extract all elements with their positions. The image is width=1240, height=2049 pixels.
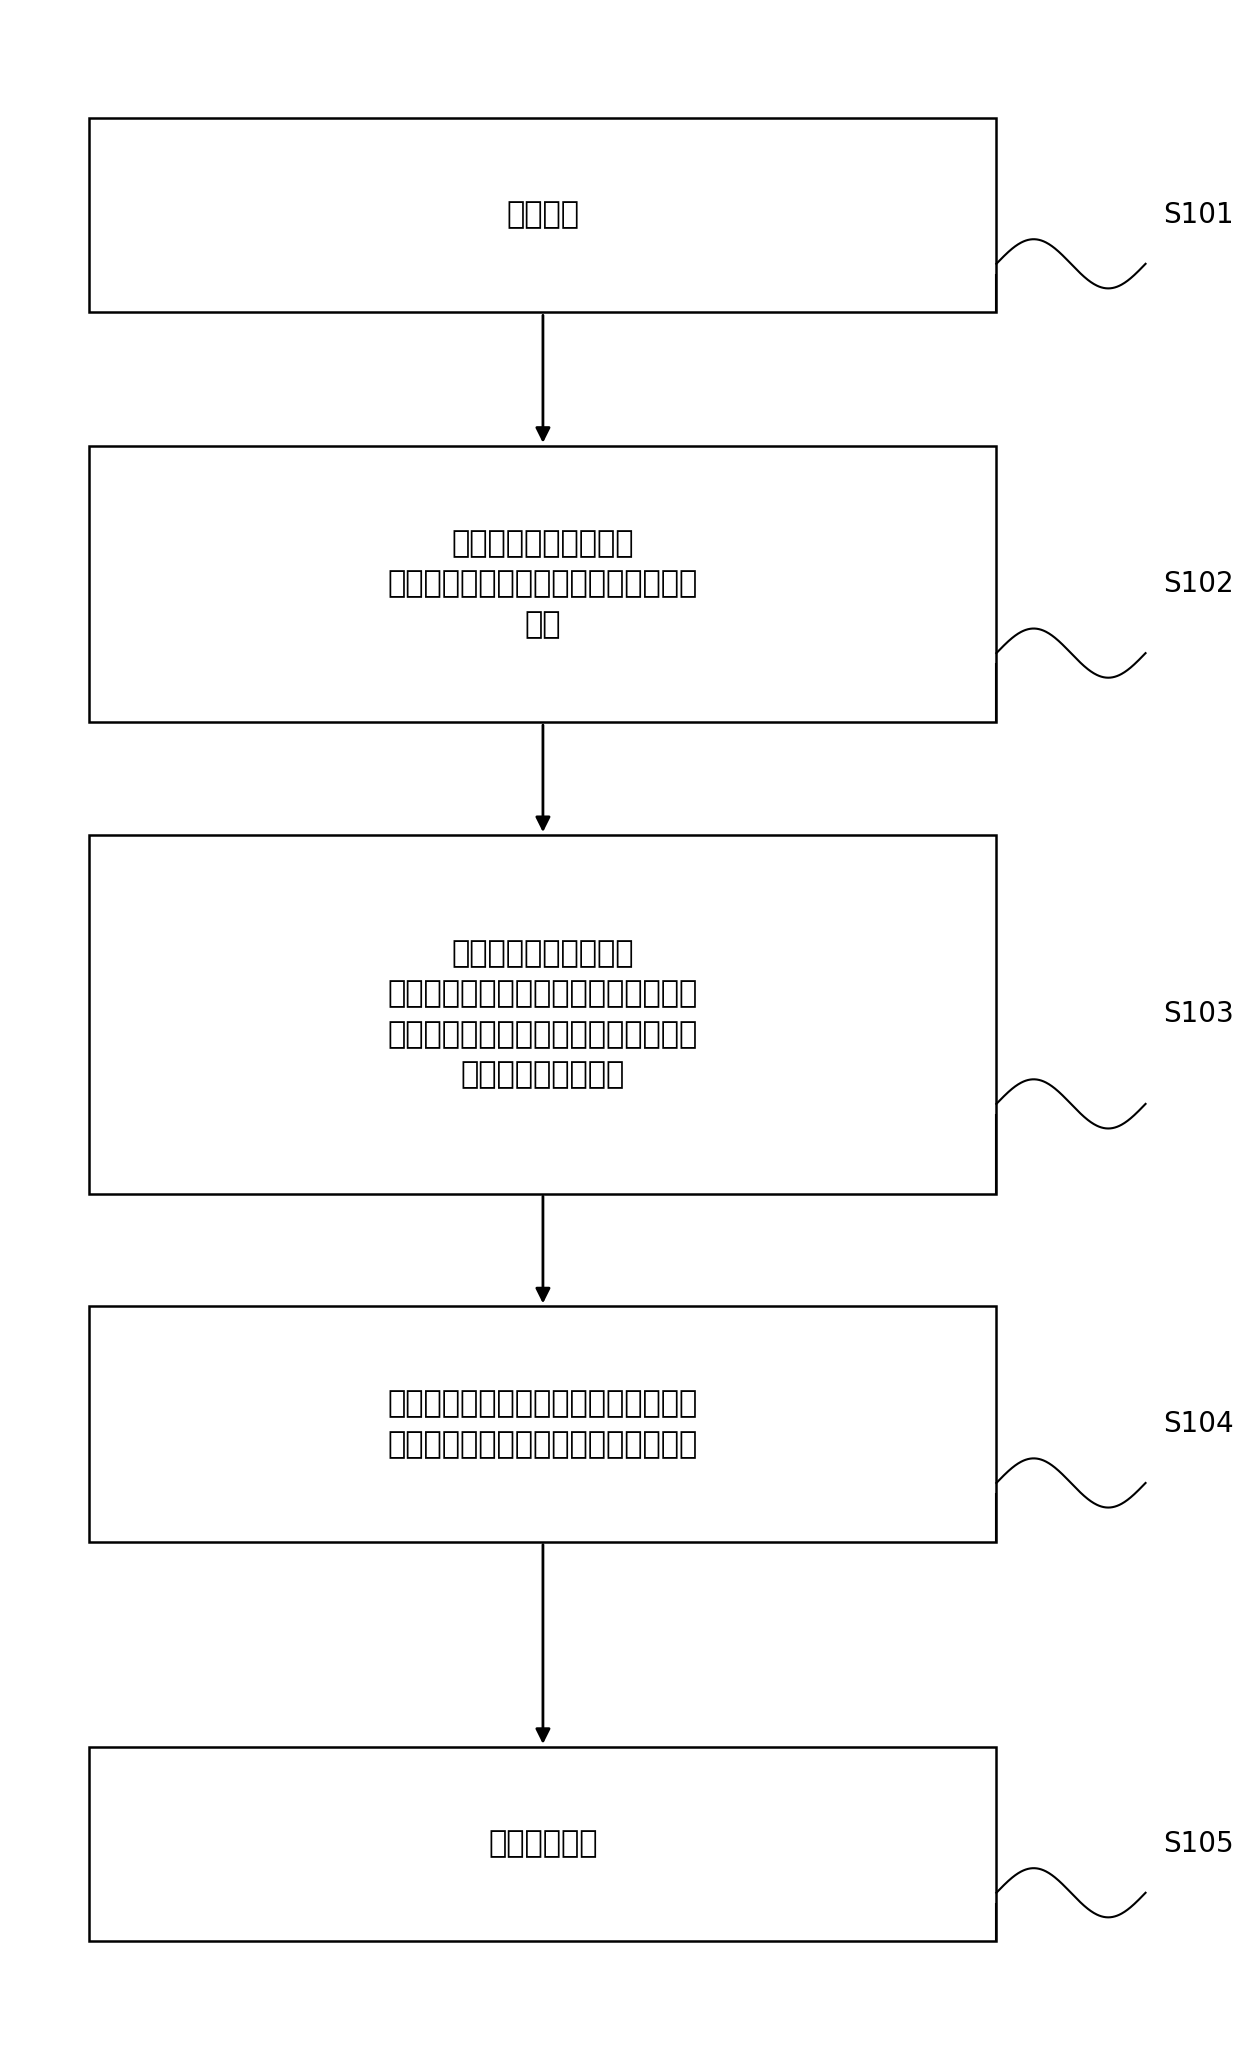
Text: S102: S102 <box>1163 570 1234 598</box>
Bar <box>89 119 997 313</box>
Text: S104: S104 <box>1163 1410 1234 1438</box>
Text: 托盘以定位速度向目标物直线运动，直
至第三检测状态为检测到第三距离信号: 托盘以定位速度向目标物直线运动，直 至第三检测状态为检测到第三距离信号 <box>388 1389 698 1459</box>
Text: 托盘启动: 托盘启动 <box>506 201 579 229</box>
Text: 托盘停止运动: 托盘停止运动 <box>489 1830 598 1858</box>
Text: 托盘以第二行进速度向
目标物直线运动，直至第一检测状态为
检测到第一距离信号且第二检测状态为
检测到第二距离信号: 托盘以第二行进速度向 目标物直线运动，直至第一检测状态为 检测到第一距离信号且第… <box>388 938 698 1090</box>
Bar <box>89 836 997 1195</box>
Text: S103: S103 <box>1163 1000 1234 1029</box>
Text: 托盘以第一行进速度向
目标物直线运动，直至托盘行进一预设
距离: 托盘以第一行进速度向 目标物直线运动，直至托盘行进一预设 距离 <box>388 529 698 639</box>
Bar <box>89 447 997 723</box>
Bar <box>89 1746 997 1942</box>
Bar <box>89 1307 997 1543</box>
Text: S105: S105 <box>1163 1830 1234 1858</box>
Text: S101: S101 <box>1163 201 1234 229</box>
